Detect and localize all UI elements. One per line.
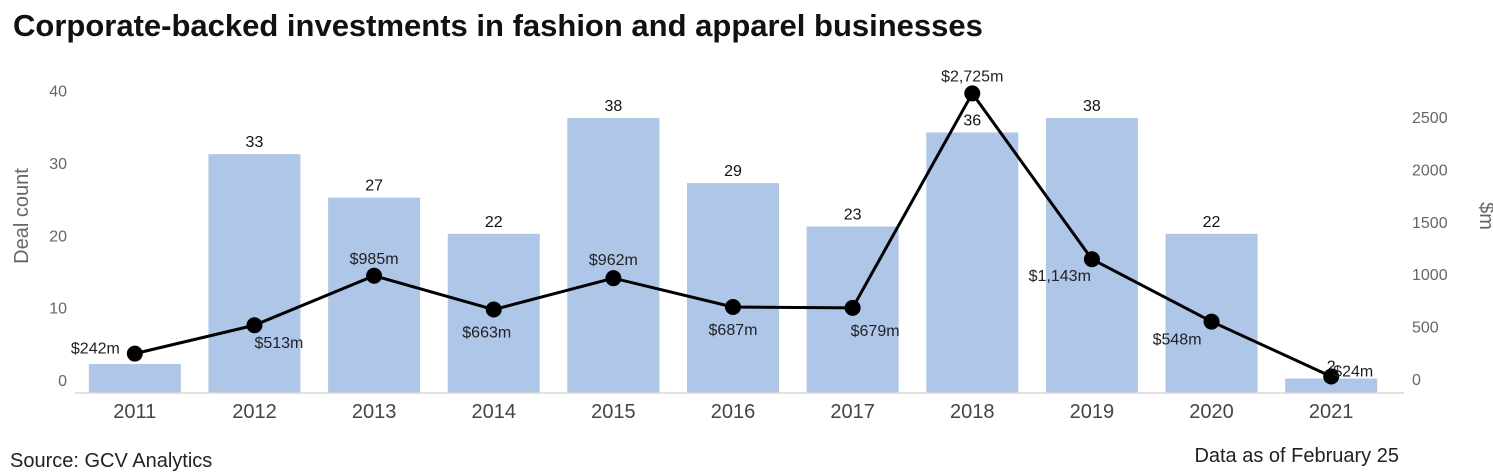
line-label-2016: $687m [709,322,758,339]
bar-2012 [208,154,301,393]
bars-group: 43327223829233638222 [88,98,1378,393]
bar-2013 [328,197,421,393]
left-tick-30: 30 [49,156,67,173]
line-label-2015: $962m [589,252,638,269]
left-tick-40: 40 [49,84,67,101]
line-point-2018 [964,85,981,102]
right-tick-0: 0 [1412,372,1421,389]
right-tick-1000: 1000 [1412,267,1448,284]
chart-title: Corporate-backed investments in fashion … [13,8,983,43]
source-note: Source: GCV Analytics [10,450,213,472]
bar-label-2019: 38 [1083,98,1101,115]
x-tick-2018: 2018 [950,401,995,423]
bar-label-2013: 27 [365,178,383,195]
line-label-2020: $548m [1153,332,1202,349]
x-tick-2017: 2017 [830,401,875,423]
right-axis-title: $m [1475,202,1493,230]
x-axis-ticks: 2011 2012 2013 2014 2015 2016 2017 2018 2019 2020… [113,401,1353,423]
line-point-2017 [844,299,861,316]
line-label-2011: $242m [71,341,120,358]
left-axis-title: Deal count [11,168,33,264]
right-tick-1500: 1500 [1412,215,1448,232]
line-label-2019: $1,143m [1029,268,1091,285]
bar-label-2012: 33 [246,134,264,151]
line-series-group: $242m $513m $985m $663m $962m $687m $679m $2,72… [71,68,1373,385]
line-label-2021: $24m [1333,363,1373,380]
x-tick-2014: 2014 [471,401,516,423]
line-label-2017: $679m [851,323,900,340]
left-tick-10: 10 [49,301,67,318]
left-axis-ticks: 0 10 20 30 40 [49,84,67,390]
line-label-2014: $663m [462,325,511,342]
bar-2016 [687,183,779,393]
bar-label-2014: 22 [485,214,503,231]
bar-2011 [88,364,181,393]
x-tick-2019: 2019 [1070,401,1115,423]
line-point-2020 [1203,313,1220,330]
bar-2021 [1285,378,1378,393]
right-tick-500: 500 [1412,320,1439,337]
bar-label-2018: 36 [963,112,981,129]
bar-2020 [1165,233,1258,393]
left-tick-20: 20 [49,228,67,245]
x-tick-2015: 2015 [591,401,636,423]
x-tick-2011: 2011 [113,401,156,423]
x-tick-2020: 2020 [1189,401,1234,423]
bar-label-2016: 29 [724,163,742,180]
bar-2015 [567,118,660,393]
bar-label-2015: 38 [604,98,622,115]
line-label-2013: $985m [350,251,399,268]
line-point-2013 [366,267,383,284]
right-tick-2000: 2000 [1412,162,1448,179]
line-point-2016 [725,299,741,316]
bar-2018 [926,132,1019,393]
x-tick-2012: 2012 [232,401,277,423]
bar-label-2021: 2 [1327,359,1336,376]
line-label-2018: $2,725m [941,68,1003,85]
line-point-2011 [126,345,143,362]
right-tick-2500: 2500 [1412,110,1448,127]
as-of-note: Data as of February 25 [1194,445,1399,467]
left-tick-0: 0 [58,373,67,390]
line-label-2012: $513m [254,335,303,352]
line-point-2012 [246,317,263,334]
bar-label-2017: 23 [844,207,862,224]
line-point-2021 [1323,368,1340,385]
x-tick-2013: 2013 [352,401,397,423]
right-axis-ticks: 0 500 1000 1500 2000 2500 [1412,110,1448,389]
line-point-2015 [605,270,622,287]
line-point-2019 [1083,251,1100,268]
line-point-2014 [485,301,502,318]
bar-label-2020: 22 [1203,214,1221,231]
x-tick-2021: 2021 [1309,401,1354,423]
x-tick-2016: 2016 [711,401,756,423]
